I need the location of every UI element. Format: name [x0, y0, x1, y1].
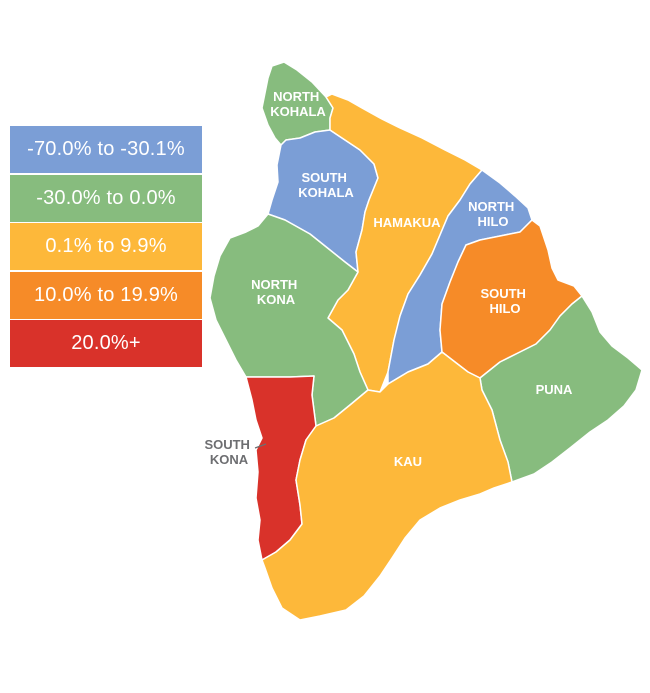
label-kau: KAU — [394, 454, 422, 469]
legend-item-range-3: 0.1% to 9.9% — [10, 223, 202, 270]
label-south-kohala: SOUTH KOHALA — [298, 170, 354, 200]
legend: -70.0% to -30.1% -30.0% to 0.0% 0.1% to … — [10, 126, 202, 369]
legend-item-range-5: 20.0%+ — [10, 320, 202, 367]
label-south-kona: SOUTH KONA — [204, 437, 253, 467]
district-kau[interactable] — [261, 351, 513, 621]
legend-item-range-2: -30.0% to 0.0% — [10, 174, 202, 222]
label-north-hilo: NORTH HILO — [468, 199, 518, 229]
label-puna: PUNA — [536, 382, 573, 397]
legend-item-range-4: 10.0% to 19.9% — [10, 271, 202, 319]
legend-item-range-1: -70.0% to -30.1% — [10, 126, 202, 173]
south-kona-leader-line — [254, 443, 267, 449]
label-south-hilo: SOUTH HILO — [480, 286, 529, 316]
label-north-kona: NORTH KONA — [251, 277, 301, 307]
label-north-kohala: NORTH KOHALA — [270, 89, 326, 119]
label-hamakua: HAMAKUA — [373, 215, 441, 230]
